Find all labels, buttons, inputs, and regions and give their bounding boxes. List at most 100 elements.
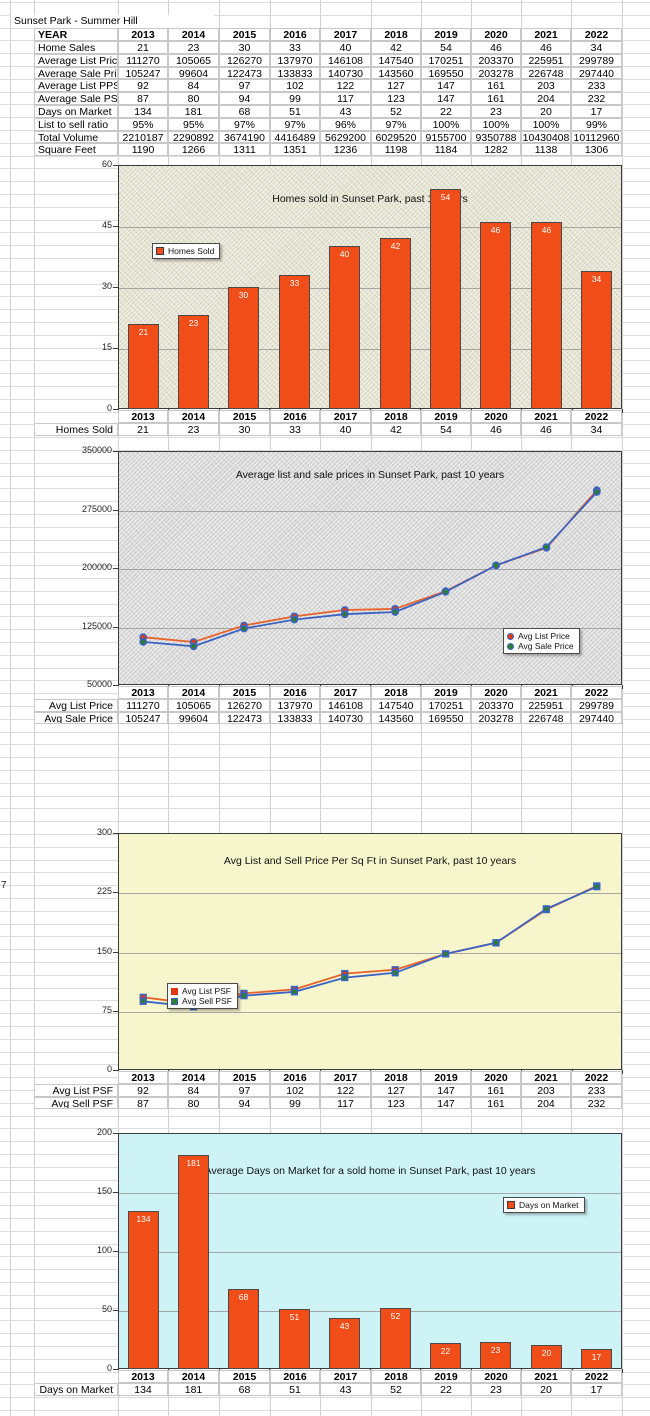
y-axis-tick-label: 50 [101, 1304, 112, 1314]
legend-item: Homes Sold [156, 246, 214, 256]
chart-footer-cell: 51 [270, 1382, 320, 1396]
table-cell: 102 [270, 79, 320, 93]
grid-row-line [0, 770, 650, 771]
y-axis-tick-label: 50000 [86, 679, 112, 689]
table-cell: 6029520 [371, 130, 421, 144]
x-axis-category-label: 2016 [270, 1370, 320, 1383]
y-tick-mark [113, 1251, 118, 1252]
data-point [441, 950, 450, 958]
x-axis-category-label: 2022 [571, 686, 622, 699]
chart-footer-cell: 225951 [521, 698, 571, 712]
x-axis-category-label: 2019 [421, 686, 471, 699]
table-cell: 68 [219, 105, 270, 118]
table-cell: 1184 [421, 143, 471, 157]
x-axis-category-label: 2013 [118, 686, 168, 699]
bar-value-label: 30 [238, 290, 249, 300]
table-cell: 1138 [521, 143, 571, 157]
y-axis-tick-label: 45 [101, 220, 112, 230]
chart-gridline [119, 627, 621, 629]
y-tick-mark [113, 1369, 118, 1370]
legend-item: Avg Sale Price [507, 641, 574, 651]
grid-row-line [0, 15, 650, 16]
chart-footer-row-label: Days on Market [34, 1382, 118, 1396]
bar-2013: 134 [128, 1211, 159, 1369]
plot-area-avg-psf [118, 833, 622, 1070]
table-cell: 17 [571, 105, 622, 118]
chart-gridline [119, 227, 621, 228]
bar-2018: 52 [380, 1308, 411, 1369]
table-cell: 87 [118, 92, 168, 105]
table-row-label: Average List PPSF [34, 79, 118, 93]
legend-item: Avg Sell PSF [171, 996, 232, 1006]
y-tick-mark [113, 409, 118, 410]
x-axis-category-label: 2017 [320, 1370, 371, 1383]
table-cell: 2290892 [168, 130, 219, 144]
bar-2016: 33 [279, 275, 310, 409]
x-axis-category-label: 2018 [371, 1071, 421, 1084]
chart-footer-cell: 68 [219, 1382, 270, 1396]
table-cell: 52 [371, 105, 421, 118]
legend-swatch-square [171, 997, 178, 1005]
legend-label: Homes Sold [168, 246, 215, 256]
grid-row-line [0, 1410, 650, 1411]
x-axis-category-label: 2020 [471, 1370, 521, 1383]
table-cell: 10112960 [571, 130, 622, 144]
sheet-title: Sunset Park - Summer Hill [11, 15, 214, 28]
grid-row-line [0, 1116, 650, 1117]
chart-footer-cell: 117 [320, 1096, 371, 1110]
x-axis-category-label: 2020 [471, 1071, 521, 1084]
legend-avg-psf: Avg List PSF Avg Sell PSF [167, 983, 238, 1009]
bar-2019: 54 [430, 189, 461, 409]
grid-row-line [0, 821, 650, 822]
chart-footer-cell: 84 [168, 1083, 219, 1097]
data-point [492, 561, 500, 570]
chart-footer-row-label: Homes Sold [34, 422, 118, 436]
bar-value-label: 22 [440, 1346, 451, 1356]
chart-footer-row-label: Avg List PSF [34, 1083, 118, 1097]
table-cell: 20 [521, 105, 571, 118]
chart-footer-cell: 161 [471, 1096, 521, 1110]
grid-row-line [0, 2, 650, 3]
grid-row-line [0, 744, 650, 745]
table-cell: 5629200 [320, 130, 371, 144]
table-row-label: Average Sale PSF [34, 92, 118, 105]
table-cell: 233 [571, 79, 622, 93]
table-cell: 1190 [118, 143, 168, 157]
table-cell: 23 [168, 41, 219, 54]
bar-value-label: 181 [186, 1158, 201, 1168]
y-tick-mark [113, 287, 118, 288]
table-cell: 80 [168, 92, 219, 105]
chart-footer-cell: 181 [168, 1382, 219, 1396]
y-axis-tick-label: 100 [96, 1245, 112, 1255]
x-axis-category-label: 2015 [219, 1071, 270, 1084]
chart-footer-cell: 127 [371, 1083, 421, 1097]
y-tick-mark [113, 165, 118, 166]
table-cell: 170251 [421, 53, 471, 67]
legend-item: Avg List Price [507, 631, 574, 641]
table-row-label: Days on Market [34, 105, 118, 118]
table-row-label: Home Sales [34, 41, 118, 54]
bar-value-label: 34 [591, 274, 602, 284]
chart-footer-cell: 299789 [571, 698, 622, 712]
legend-label: Avg Sale Price [518, 641, 574, 651]
legend-label: Avg List Price [518, 631, 570, 641]
chart-title-days-on-market: Average Days on Market for a sold home i… [204, 1165, 536, 1177]
bar-2018: 42 [380, 238, 411, 409]
y-axis-tick-label: 0 [106, 1064, 112, 1074]
bar-2022: 17 [581, 1349, 612, 1369]
chart-footer-cell: 126270 [219, 698, 270, 712]
y-tick-mark [113, 348, 118, 349]
chart-footer-cell: 203370 [471, 698, 521, 712]
chart-footer-cell: 204 [521, 1096, 571, 1110]
x-axis-category-label: 2022 [571, 1071, 622, 1084]
x-axis-category-label: 2014 [168, 1071, 219, 1084]
chart-footer-cell: 105065 [168, 698, 219, 712]
legend-homes-sold: Homes Sold [152, 243, 221, 259]
x-axis-category-label: 2013 [118, 1071, 168, 1084]
chart-footer-cell: 17 [571, 1382, 622, 1396]
table-cell: 1311 [219, 143, 270, 157]
chart-footer-cell: 226748 [521, 711, 571, 725]
table-cell: 225951 [521, 53, 571, 67]
bar-value-label: 68 [238, 1292, 249, 1302]
chart-footer-cell: 203 [521, 1083, 571, 1097]
